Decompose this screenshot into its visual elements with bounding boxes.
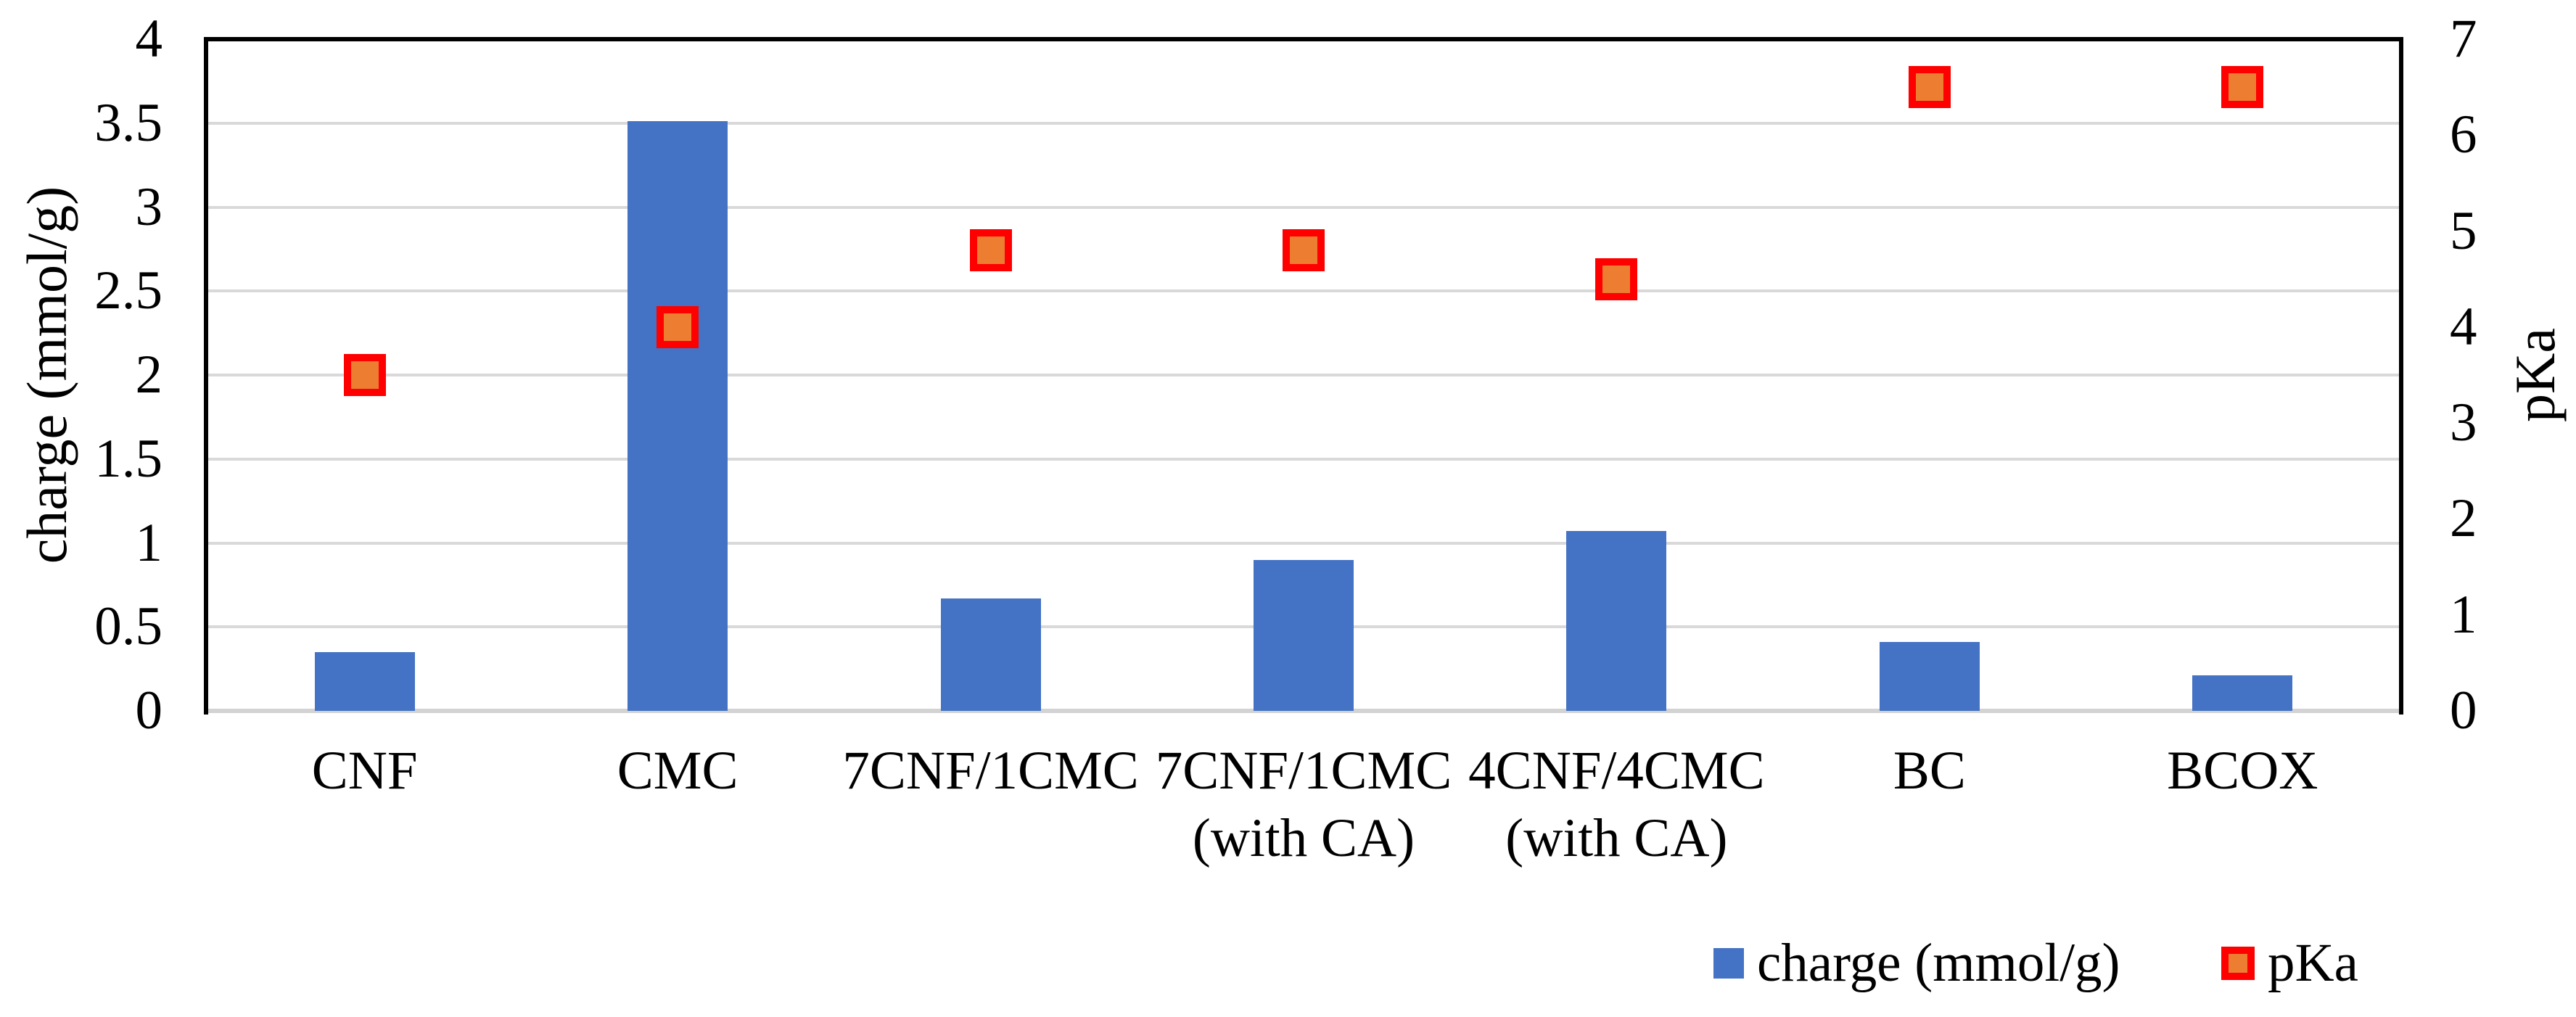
gridline bbox=[208, 205, 2399, 209]
pka-marker-4CNF/4CMC bbox=[1595, 258, 1638, 300]
legend-charge-swatch bbox=[1713, 948, 1744, 979]
left-axis-tick: 0.5 bbox=[94, 596, 162, 657]
left-axis-tick: 4 bbox=[135, 9, 163, 69]
gridline bbox=[208, 289, 2399, 293]
right-axis-tick: 7 bbox=[2450, 9, 2477, 69]
pka-marker-7CNF/1CMC bbox=[969, 229, 1012, 272]
right-axis-tick: 4 bbox=[2450, 296, 2477, 357]
category-label-line: (with CA) bbox=[1505, 808, 1728, 868]
bar-7CNF/1CMC bbox=[940, 598, 1041, 711]
category-label-line: CNF bbox=[311, 741, 418, 801]
left-axis-tick: 3.5 bbox=[94, 92, 162, 153]
category-label: 4CNF/4CMC (with CA) bbox=[1460, 737, 1773, 872]
gridline bbox=[208, 457, 2399, 461]
right-axis-tick: 3 bbox=[2450, 392, 2477, 453]
bar-4CNF/4CMC bbox=[1566, 531, 1667, 711]
legend-pka-label: pKa bbox=[2268, 933, 2358, 993]
right-axis-tick: 2 bbox=[2450, 488, 2477, 549]
category-label: CNF bbox=[208, 737, 521, 804]
left-axis-tick: 2 bbox=[135, 345, 163, 405]
left-axis-tick: 3 bbox=[135, 176, 163, 237]
right-axis-tick: 1 bbox=[2450, 584, 2477, 645]
legend-item-charge: charge (mmol/g) bbox=[1713, 930, 2120, 997]
pka-marker-BC bbox=[1908, 66, 1951, 109]
left-axis-tick: 1 bbox=[135, 512, 163, 573]
bar-CMC bbox=[627, 121, 728, 711]
category-label-line: CMC bbox=[617, 741, 738, 801]
pka-marker-7CNF/1CMC bbox=[1283, 229, 1325, 272]
category-label-line: 4CNF/4CMC bbox=[1468, 741, 1765, 801]
legend-charge-label: charge (mmol/g) bbox=[1757, 933, 2120, 993]
category-label: 7CNF/1CMC (with CA) bbox=[1147, 737, 1460, 872]
plot-area bbox=[204, 37, 2403, 715]
category-label-line: 7CNF/1CMC bbox=[1155, 741, 1452, 801]
pka-marker-CMC bbox=[657, 305, 699, 348]
bar-7CNF/1CMC bbox=[1254, 559, 1354, 711]
category-axis-line bbox=[208, 709, 2399, 713]
left-axis-tick: 1.5 bbox=[94, 428, 162, 489]
legend-item-pka: pKa bbox=[2221, 930, 2358, 997]
category-label: CMC bbox=[521, 737, 834, 804]
right-axis-tick: 6 bbox=[2450, 104, 2477, 165]
category-label-line: 7CNF/1CMC bbox=[842, 741, 1139, 801]
pka-marker-CNF bbox=[343, 354, 386, 396]
category-label-line: BC bbox=[1893, 741, 1966, 801]
category-label: BCOX bbox=[2086, 737, 2399, 804]
bar-BC bbox=[1879, 642, 1980, 711]
category-label-line: BCOX bbox=[2167, 741, 2318, 801]
pka-marker-BCOX bbox=[2221, 66, 2264, 109]
legend-pka-swatch bbox=[2221, 947, 2255, 980]
category-label: BC bbox=[1773, 737, 2086, 804]
category-label: 7CNF/1CMC bbox=[834, 737, 1147, 804]
bar-CNF bbox=[314, 651, 415, 711]
right-axis-tick: 5 bbox=[2450, 200, 2477, 261]
gridline bbox=[208, 374, 2399, 376]
right-axis-tick: 0 bbox=[2450, 680, 2477, 741]
bar-BCOX bbox=[2192, 675, 2293, 711]
gridline bbox=[208, 541, 2399, 545]
left-axis-tick: 2.5 bbox=[94, 260, 162, 321]
gridline bbox=[208, 121, 2399, 125]
category-label-line: (with CA) bbox=[1192, 808, 1415, 868]
left-axis-tick: 0 bbox=[135, 680, 163, 741]
